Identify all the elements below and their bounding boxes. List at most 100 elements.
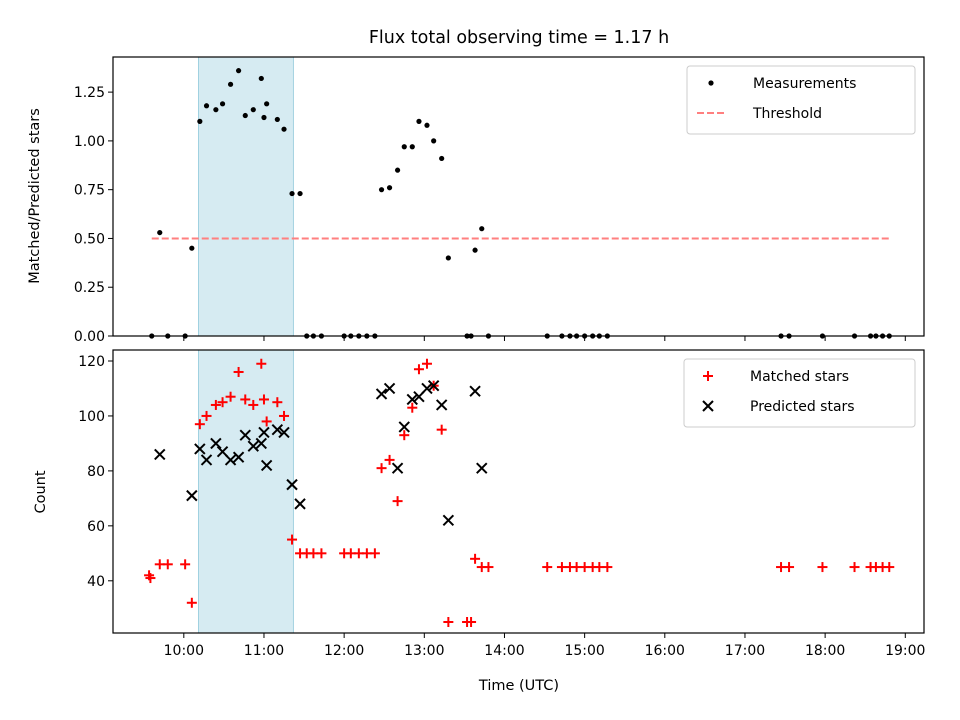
y-tick-label: 1.00 bbox=[74, 134, 105, 150]
measurement-point bbox=[258, 75, 264, 82]
matched-star-point bbox=[233, 366, 244, 377]
matched-star-point bbox=[443, 617, 454, 628]
measurement-point bbox=[479, 226, 485, 232]
legend-matched-swatch bbox=[703, 371, 713, 381]
top-panel: 0.00 0.25 0.50 0.75 1.00 1.25 Measurements Thre… bbox=[74, 56, 925, 345]
measurement-point bbox=[439, 155, 445, 162]
predicted-star-point bbox=[154, 448, 166, 461]
x-tick-label: 18:00 bbox=[805, 643, 845, 659]
plot-frame bbox=[112, 349, 925, 634]
predicted-star-point bbox=[383, 382, 396, 395]
matched-star-point bbox=[272, 397, 283, 408]
legend-box bbox=[683, 358, 916, 428]
measurement-point bbox=[445, 255, 451, 261]
predicted-star-point bbox=[294, 498, 306, 510]
measurement-point bbox=[297, 190, 303, 197]
x-tick-label: 13:00 bbox=[404, 643, 444, 659]
x-tick-label: 16:00 bbox=[645, 643, 685, 659]
predicted-star-point bbox=[260, 459, 273, 472]
predicted-star-point bbox=[239, 429, 251, 441]
matched-star-point bbox=[602, 562, 613, 573]
measurement-point bbox=[416, 118, 422, 124]
predicted-star-point bbox=[398, 421, 410, 433]
measurement-point bbox=[203, 103, 210, 109]
matched-star-point bbox=[407, 402, 418, 413]
predicted-star-point bbox=[442, 514, 455, 527]
predicted-star-point bbox=[421, 382, 433, 395]
predicted-star-point bbox=[258, 426, 270, 439]
matched-star-point bbox=[884, 562, 895, 573]
predicted-star-point bbox=[286, 478, 298, 491]
matched-star-point bbox=[384, 454, 395, 465]
matched-star-point bbox=[256, 358, 267, 369]
measurement-point bbox=[213, 107, 219, 113]
legend-predicted-swatch bbox=[702, 400, 714, 412]
predicted-star-point bbox=[247, 440, 259, 452]
predicted-star-point bbox=[186, 489, 198, 502]
x-tick-label: 10:00 bbox=[164, 643, 204, 659]
measurement-point bbox=[242, 112, 248, 119]
y-tick-label: 0.50 bbox=[74, 231, 105, 247]
y-tick-label: 0.25 bbox=[74, 280, 105, 296]
legend-measurement-swatch bbox=[708, 80, 714, 86]
measurement-point bbox=[157, 229, 163, 236]
x-tick-label: 12:00 bbox=[324, 643, 364, 659]
predicted-star-point bbox=[406, 393, 418, 406]
y-tick-label: 80 bbox=[87, 464, 105, 480]
predicted-star-point bbox=[278, 426, 290, 439]
measurement-point bbox=[274, 116, 280, 123]
measurement-point bbox=[409, 144, 415, 150]
matched-star-point bbox=[470, 553, 481, 564]
matched-star-point bbox=[240, 394, 251, 405]
matched-star-point bbox=[225, 391, 236, 402]
matched-star-point bbox=[279, 410, 290, 421]
legend-label: Threshold bbox=[752, 106, 822, 122]
predicted-star-point bbox=[469, 385, 481, 397]
matched-star-point bbox=[817, 562, 828, 573]
highlight-span bbox=[198, 56, 294, 337]
legend-label: Measurements bbox=[753, 76, 856, 92]
y-tick-label: 0.75 bbox=[74, 183, 105, 199]
predicted-star-point bbox=[210, 437, 222, 450]
predicted-star-point bbox=[435, 399, 448, 411]
matched-star-point bbox=[483, 562, 494, 573]
measurement-point bbox=[197, 118, 203, 124]
measurement-point bbox=[250, 107, 256, 113]
measurement-point bbox=[281, 126, 287, 132]
matched-star-point bbox=[542, 562, 553, 573]
measurement-point bbox=[401, 144, 407, 150]
bottom-y-axis-label: Count bbox=[33, 470, 49, 513]
measurement-point bbox=[227, 81, 234, 87]
matched-star-point bbox=[248, 399, 259, 410]
measurement-point bbox=[235, 68, 242, 74]
predicted-star-point bbox=[391, 462, 404, 474]
predicted-star-point bbox=[255, 437, 268, 450]
measurement-point bbox=[378, 187, 385, 193]
legend-label: Predicted stars bbox=[750, 399, 855, 415]
measurement-point bbox=[386, 185, 393, 191]
data-points bbox=[144, 358, 895, 628]
bottom-x-axis-label: Time (UTC) bbox=[478, 678, 559, 694]
matched-star-point bbox=[162, 559, 173, 570]
matched-star-point bbox=[369, 548, 380, 559]
matched-star-point bbox=[849, 562, 860, 573]
matched-star-point bbox=[261, 416, 272, 427]
measurement-point bbox=[189, 245, 195, 251]
measurement-point bbox=[264, 101, 270, 107]
matched-star-point bbox=[287, 534, 298, 545]
measurement-point bbox=[424, 122, 430, 128]
top-y-axis-label: Matched/Predicted stars bbox=[27, 108, 43, 284]
matched-star-point bbox=[784, 562, 795, 573]
predicted-star-point bbox=[476, 462, 488, 474]
matched-star-point bbox=[421, 358, 432, 369]
matched-star-point bbox=[145, 573, 156, 584]
x-tick-label: 15:00 bbox=[564, 643, 604, 659]
x-tick-label: 17:00 bbox=[725, 643, 765, 659]
highlight-span bbox=[198, 349, 294, 634]
y-tick-label: 120 bbox=[78, 354, 105, 370]
matched-star-point bbox=[201, 410, 212, 421]
predicted-star-point bbox=[200, 454, 213, 466]
matched-star-point bbox=[466, 617, 477, 628]
matched-star-point bbox=[180, 559, 191, 570]
y-tick-label: 40 bbox=[87, 574, 105, 590]
